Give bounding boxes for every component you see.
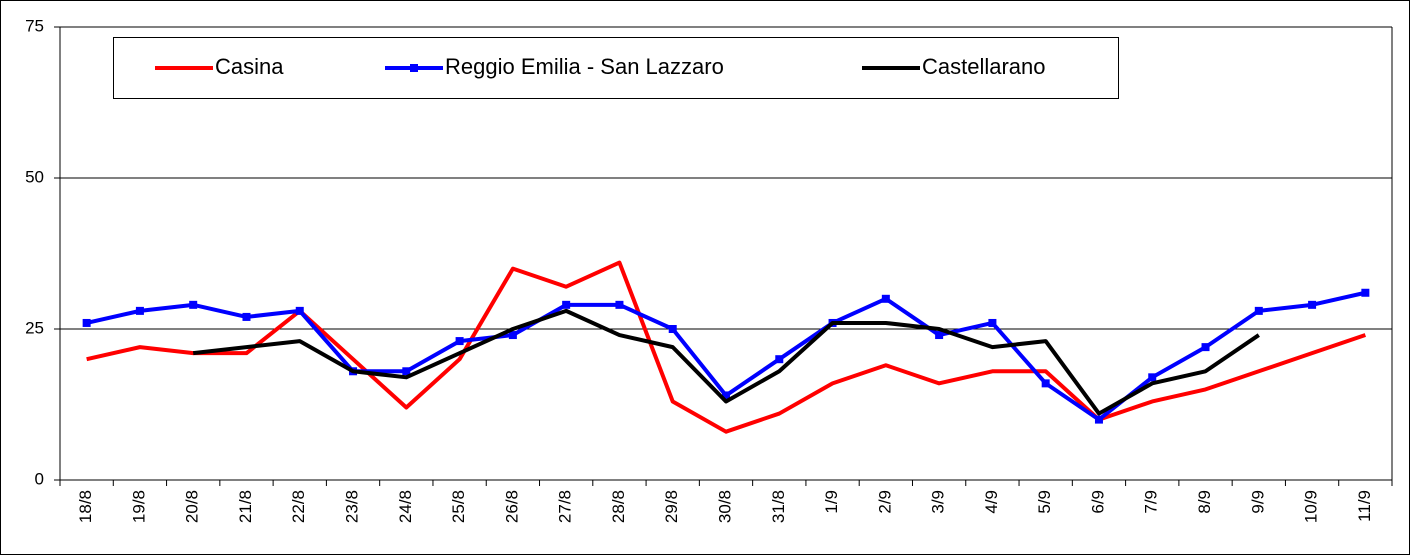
marker (988, 318, 997, 327)
marker (455, 337, 464, 346)
x-tick-label: 7/9 (1142, 490, 1161, 514)
marker (1094, 415, 1103, 424)
marker (1201, 343, 1210, 352)
x-tick-label: 25/8 (449, 490, 468, 523)
x-tick-label: 30/8 (715, 490, 734, 523)
x-tick-label: 22/8 (289, 490, 308, 523)
marker (242, 312, 251, 321)
marker (1041, 379, 1050, 388)
legend-label: Casina (215, 54, 284, 79)
x-tick-label: 5/9 (1035, 490, 1054, 514)
marker (562, 300, 571, 309)
x-tick-label: 4/9 (982, 490, 1001, 514)
x-tick-label: 20/8 (183, 490, 202, 523)
marker (82, 318, 91, 327)
x-tick-label: 9/9 (1248, 490, 1267, 514)
x-tick-label: 23/8 (343, 490, 362, 523)
marker (189, 300, 198, 309)
marker (1361, 288, 1370, 297)
x-tick-label: 26/8 (502, 490, 521, 523)
y-tick-label: 50 (25, 167, 44, 186)
legend-label: Castellarano (922, 54, 1046, 79)
x-tick-label: 10/9 (1302, 490, 1321, 523)
marker (722, 391, 730, 400)
x-tick-label: 27/8 (556, 490, 575, 523)
marker (295, 306, 304, 315)
x-tick-label: 28/8 (609, 490, 628, 523)
x-tick-label: 2/9 (875, 490, 894, 514)
marker (508, 331, 517, 340)
series-line (192, 308, 1260, 416)
x-tick-label: 1/9 (822, 490, 841, 514)
marker (402, 367, 411, 376)
y-tick-label: 25 (25, 318, 44, 337)
legend (113, 37, 1119, 99)
y-tick-label: 0 (35, 469, 44, 488)
x-tick-label: 21/8 (236, 490, 255, 523)
x-tick-label: 8/9 (1195, 490, 1214, 514)
legend-marker (410, 64, 418, 72)
marker (881, 294, 890, 303)
legend-label: Reggio Emilia - San Lazzaro (445, 54, 724, 79)
marker (1254, 306, 1263, 315)
x-tick-label: 18/8 (76, 490, 95, 523)
marker (1148, 373, 1157, 382)
x-tick-label: 29/8 (662, 490, 681, 523)
marker (668, 325, 677, 333)
x-tick-label: 31/8 (769, 490, 788, 523)
marker (1308, 300, 1317, 309)
x-tick-label: 3/9 (929, 490, 948, 514)
x-tick-label: 6/9 (1088, 490, 1107, 514)
marker (615, 300, 624, 309)
y-tick-label: 75 (25, 16, 44, 35)
marker (935, 331, 944, 340)
marker (775, 355, 784, 364)
marker (135, 306, 144, 315)
x-tick-label: 11/9 (1355, 490, 1374, 522)
x-tick-label: 19/8 (129, 490, 148, 523)
x-tick-label: 24/8 (396, 490, 415, 523)
